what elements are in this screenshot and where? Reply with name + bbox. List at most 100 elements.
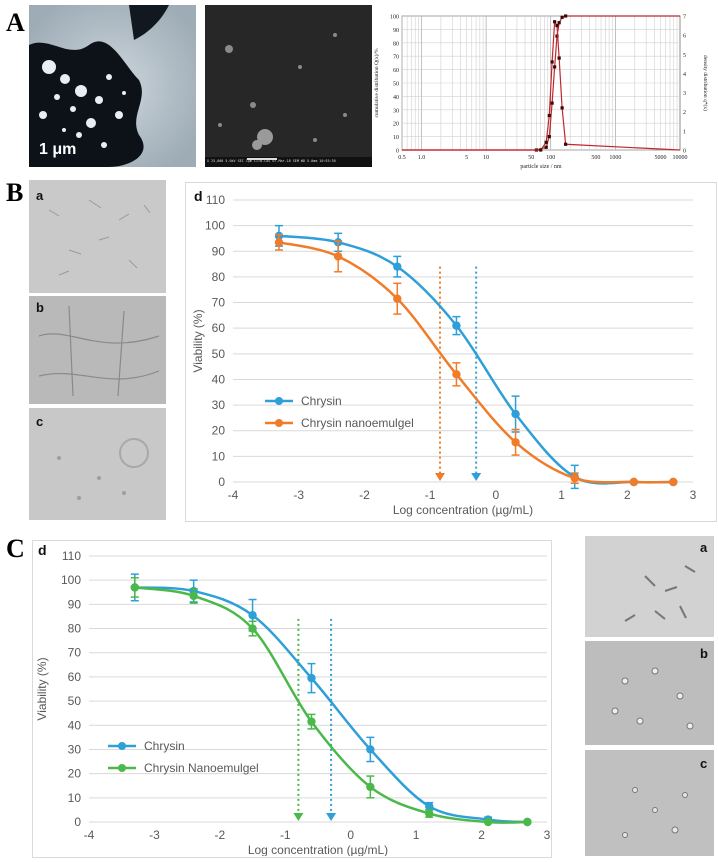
legend-label: Chrysin nanoemulgel [301,416,414,430]
psd-point [557,21,561,25]
x-tick-label: -1 [425,488,436,502]
data-point [333,252,343,261]
y-tick-label: 110 [206,193,225,207]
y-tick-label: 50 [212,347,226,361]
viability-chart-c: 0 10 20 30 40 50 60 70 80 90 100 110 -4 -3 -2 -1 0 1 2 3 Log… [35,549,550,856]
micrograph-b-b [29,296,166,404]
micrograph-b-a [29,180,166,293]
y-tick-label: 110 [62,549,81,563]
ic50-marker-arrow [326,813,337,821]
y-tick-label: 30 [68,742,82,756]
x-tick-label: 10000 [673,155,688,161]
psd-point [550,101,554,105]
data-point [523,817,532,827]
x-tick-label: 0.5 [398,155,406,161]
data-point [366,782,375,792]
y-tick-label: 70 [212,296,226,310]
y-right-tick-label: 7 [683,15,686,21]
panel-letter-c: C [6,534,25,563]
micrograph-c-b-label: b [700,646,708,661]
micrograph-c-c-label: c [700,756,708,771]
data-point [274,238,284,247]
x-tick-label: 5000 [655,155,667,161]
y-tick-label: 20 [212,424,226,438]
x-axis-label: Log concentration (µg/mL) [248,843,388,856]
psd-point [553,20,557,24]
y-left-tick-label: 20 [393,122,399,128]
chart-c-letter: d [38,542,47,558]
data-point [629,477,639,487]
x-tick-label: -3 [149,828,160,842]
y-right-tick-label: 2 [683,110,686,116]
data-point [511,438,520,447]
series-line-1 [278,241,674,484]
x-tick-label: 0 [493,488,500,502]
y-left-tick-label: 40 [393,95,399,101]
y-right-tick-label: 4 [683,72,686,78]
psd-point [557,56,561,60]
panel-letter-a: A [6,8,25,37]
micrograph-b-a-label: a [36,188,44,203]
sem-image: X 25,000 5.0kV SEI 1μm LITB-CAS 07-Mar-1… [205,5,372,167]
chart-b-letter: d [194,188,203,204]
x-tick-label: 0 [347,828,354,842]
y-left-tick-label: 0 [396,149,399,155]
micrograph-b-c [29,408,166,520]
x-tick-label: -4 [228,488,239,502]
data-point [366,745,375,754]
data-point [452,321,461,330]
y-tick-label: 100 [205,219,225,233]
x-tick-label: 50 [528,155,534,161]
y-right-tick-label: 1 [683,129,686,135]
series-line-1 [134,586,528,824]
data-point [393,262,402,271]
y-tick-label: 50 [68,694,82,708]
data-point [393,294,402,303]
y-right-tick-label: 6 [683,34,686,40]
y-tick-label: 60 [212,321,226,335]
y-right-tick-label: 0 [683,149,686,155]
data-point [669,477,678,487]
ic50-marker-arrow [435,473,445,481]
psd-point [544,140,548,144]
x-axis-label: particle size / nm [520,164,561,170]
x-tick-label: -1 [280,828,291,842]
psd-point [550,60,554,64]
viability-chart-b: 0 10 20 30 40 50 60 70 80 90 100 110 -4 -3 -2 -1 0 1 2 3 Log… [191,193,697,517]
legend-marker [118,764,126,772]
x-tick-label: 3 [690,488,697,502]
y-tick-label: 20 [68,767,82,781]
x-tick-label: -3 [293,488,304,502]
x-tick-label: 500 [591,155,600,161]
micrograph-c-a-label: a [700,540,708,555]
y-right-tick-label: 3 [683,91,686,97]
data-point [248,624,257,633]
y-tick-label: 70 [68,646,82,660]
x-axis-label: Log concentration (µg/mL) [393,503,533,517]
x-tick-label: 2 [624,488,631,502]
y-left-axis-label: cumulative distribution Q(x)/% [373,48,380,117]
y-left-tick-label: 80 [393,41,399,47]
y-left-tick-label: 10 [393,135,399,141]
data-point [189,591,198,601]
y-left-tick-label: 90 [393,28,399,34]
legend-label: Chrysin Nanoemulgel [144,761,259,775]
x-tick-label: 1 [413,828,420,842]
viability-chart-c-frame [32,540,552,858]
x-tick-label: 2 [478,828,485,842]
y-tick-label: 80 [68,622,82,636]
y-tick-label: 10 [212,449,226,463]
y-tick-label: 40 [68,718,82,732]
panel-letter-b: B [6,178,24,207]
data-point [248,611,257,620]
ic50-marker-arrow [293,813,304,821]
y-tick-label: 0 [218,475,225,489]
tem-scale-label: 1 μm [39,141,77,158]
psd-point [560,106,564,110]
x-tick-label: 1000 [609,155,621,161]
psd-point [555,23,559,28]
y-tick-label: 100 [61,573,81,587]
y-tick-label: 30 [212,398,226,412]
psd-point [560,15,564,19]
data-point [425,802,434,811]
